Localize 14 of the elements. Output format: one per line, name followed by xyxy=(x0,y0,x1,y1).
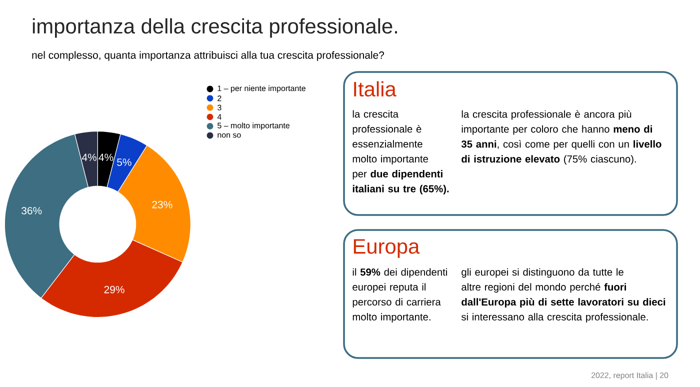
text: gli europei si distinguono da tutte le altre regioni del mondo perché fuori dall'Europa più di sette lavoratori su dieci si interessano alla crescita professionale. xyxy=(461,268,666,323)
data-label: 4% xyxy=(98,154,114,162)
text: il 59% dei dipendenti europei reputa il percorso di carriera molto importante. xyxy=(352,268,447,323)
data-label: 4% xyxy=(82,154,96,162)
text: la crescita professionale è ancora più importante per coloro che hanno meno di 35 anni, così come per quelli con un livello di istruzione elevato (75% ciascuno). xyxy=(461,110,662,165)
data-label: 23% xyxy=(152,200,172,208)
text: la crescita professionale è essenzialmente molto importante per due dipendenti italiani su tre (65%). xyxy=(352,110,449,194)
chart-subtitle: nel complesso, quanta importanza attribuisci alla tua crescita professionale? xyxy=(32,51,384,61)
text: Europa xyxy=(354,239,420,258)
text: Italia xyxy=(354,81,396,97)
data-label: 29% xyxy=(104,286,124,294)
data-label: 5% xyxy=(117,158,132,166)
chart-title: importanza della crescita professionale. xyxy=(32,18,398,38)
data-label: 36% xyxy=(22,207,42,214)
